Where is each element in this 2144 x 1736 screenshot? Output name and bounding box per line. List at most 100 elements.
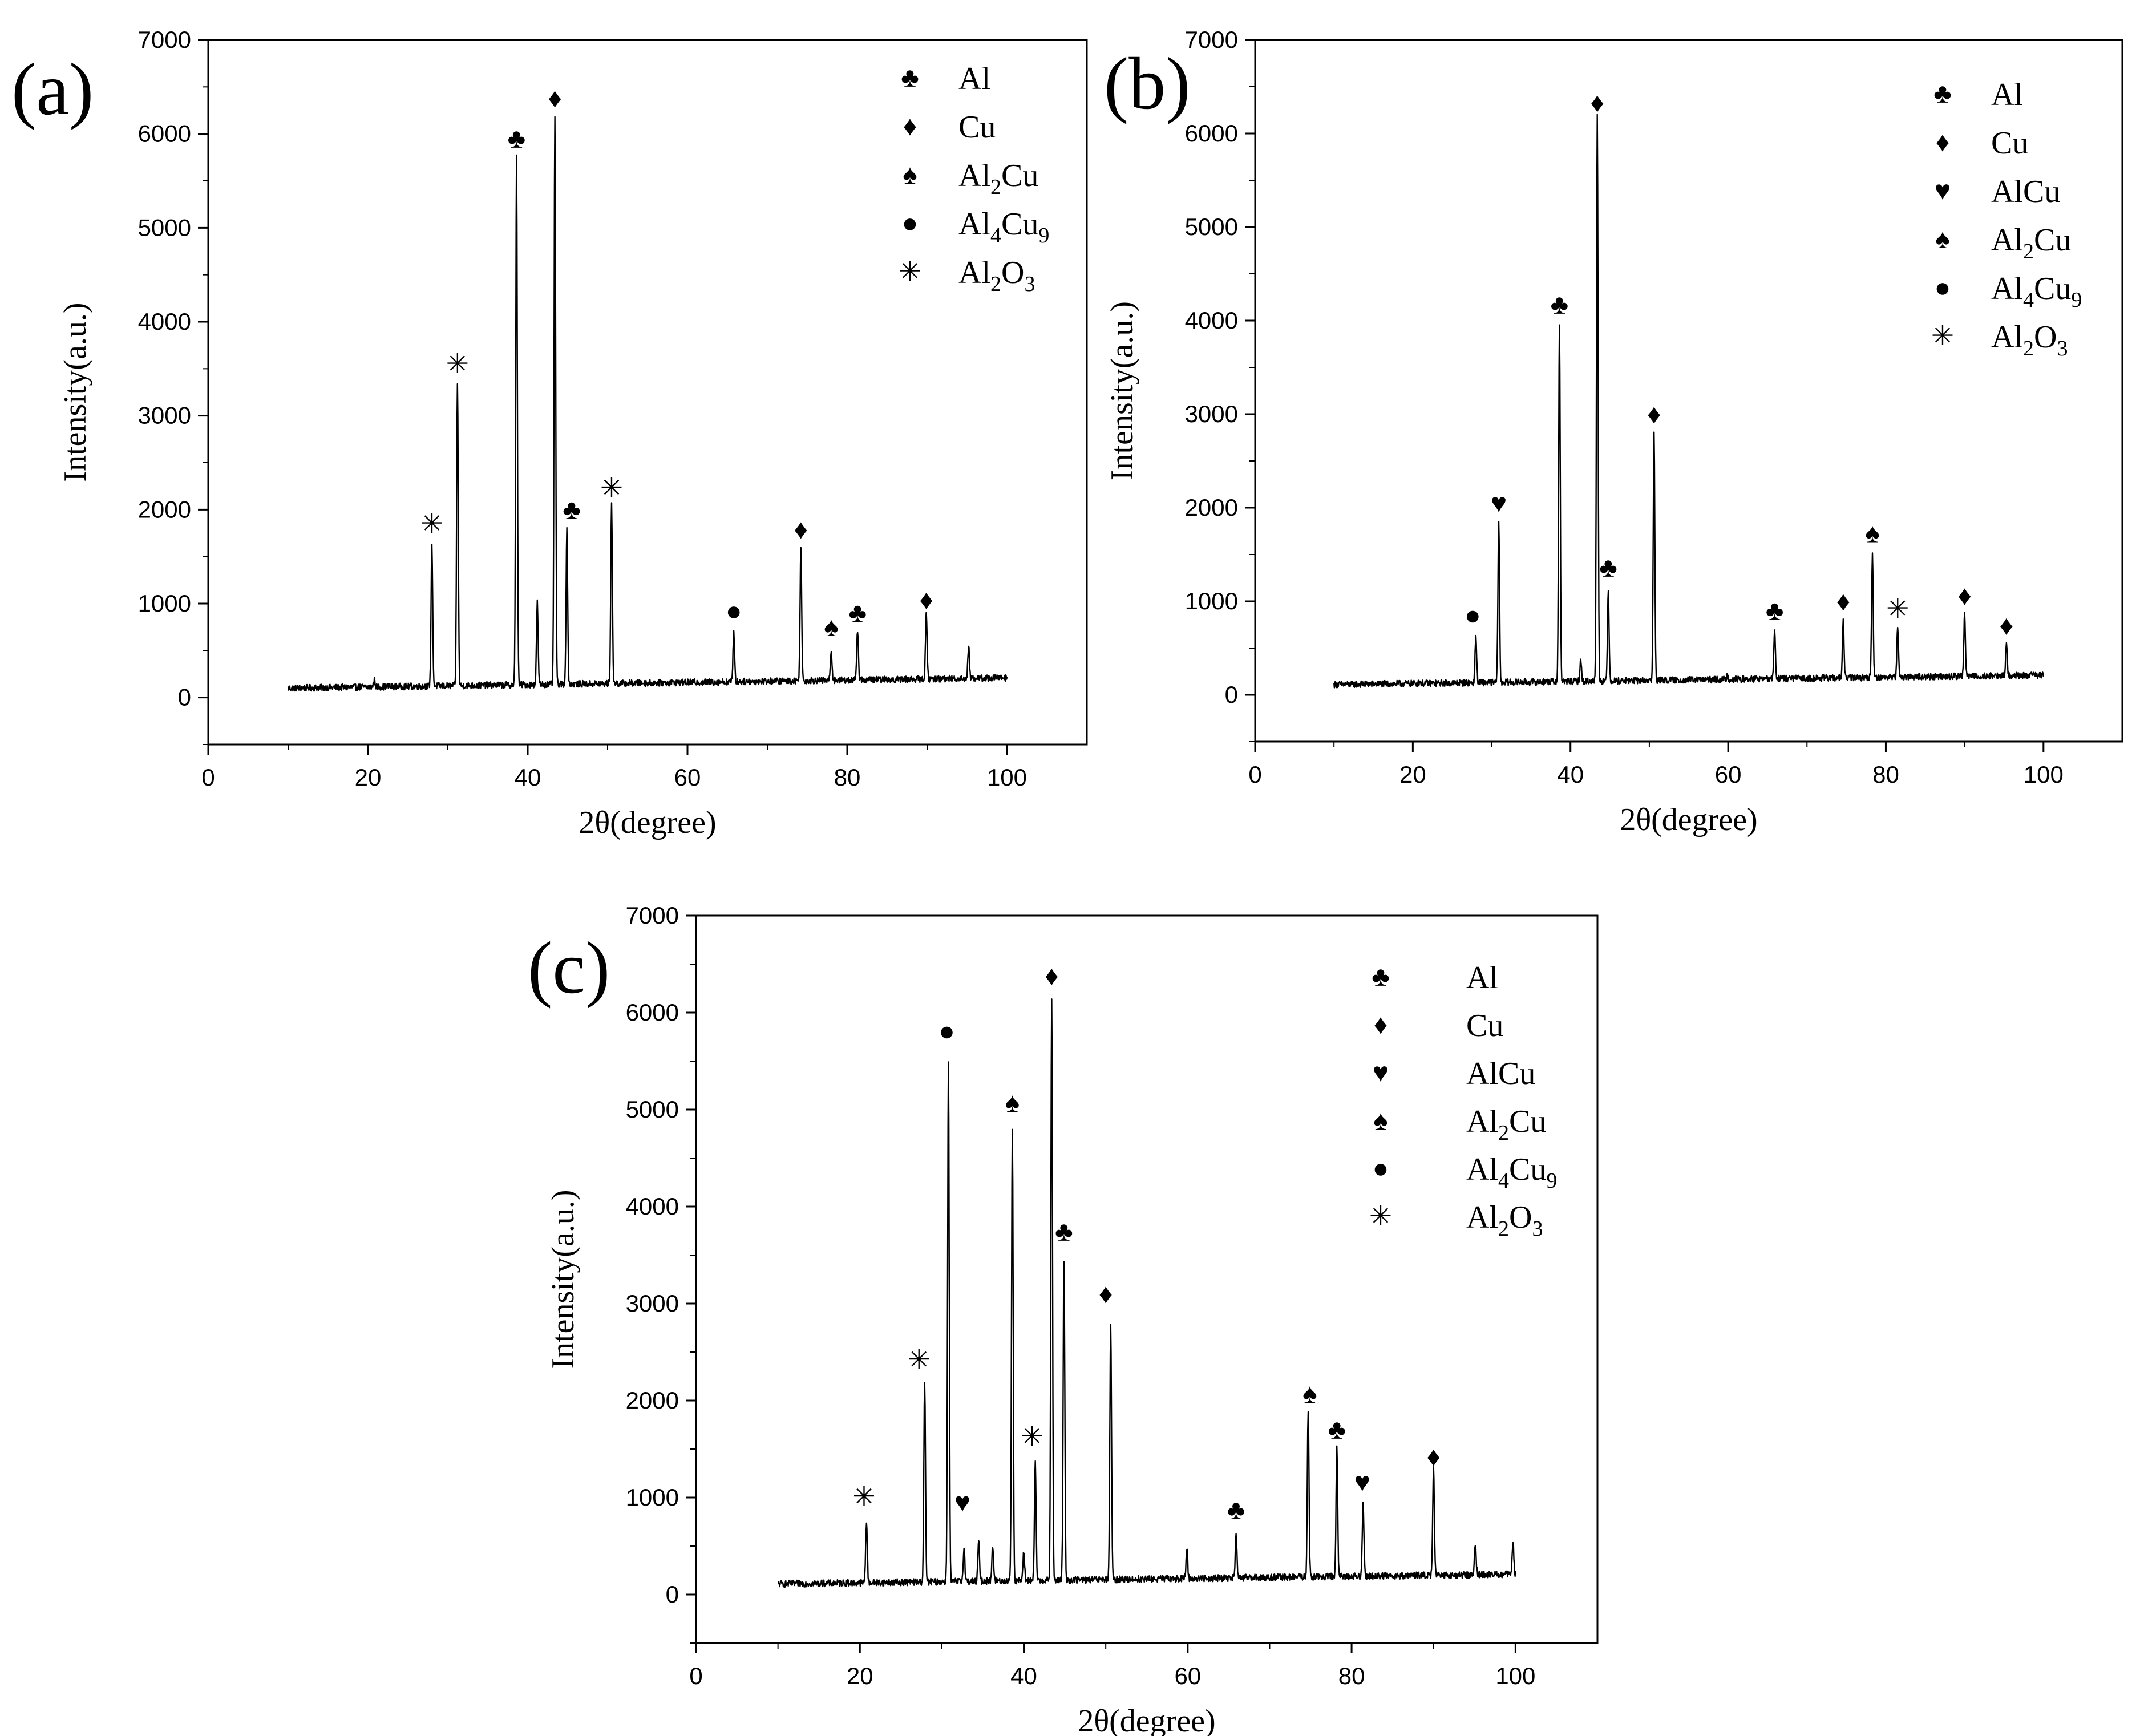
y-tick-label: 2000 (626, 1387, 679, 1414)
y-tick-label: 7000 (626, 902, 679, 929)
y-tick-label: 2000 (1185, 494, 1238, 521)
x-tick-label: 100 (1495, 1662, 1535, 1689)
peak-marker-al4cu9-icon: ● (938, 1016, 955, 1046)
y-tick-label: 4000 (138, 308, 191, 335)
y-tick-label: 1000 (626, 1484, 679, 1511)
y-tick-label: 0 (1225, 681, 1238, 708)
y-tick-label: 3000 (1185, 400, 1238, 427)
y-tick-label: 4000 (626, 1193, 679, 1220)
legend-label-cu: Cu (1991, 126, 2028, 161)
peak-marker-al2o3-icon: ✳ (420, 509, 443, 539)
legend-al-icon: ♣ (1372, 962, 1390, 992)
legend-label-al4cu9: Al4Cu9 (1991, 271, 2082, 312)
x-tick-label: 60 (1174, 1662, 1201, 1689)
peak-marker-al-icon: ♣ (1328, 1415, 1346, 1445)
peak-marker-al2o3-icon: ✳ (1886, 594, 1909, 624)
legend-al2cu-icon: ♠ (1373, 1106, 1388, 1136)
x-tick-label: 40 (1557, 761, 1584, 788)
peak-marker-al2o3-icon: ✳ (600, 473, 623, 503)
y-tick-label: 7000 (138, 26, 191, 53)
legend-al2o3-icon: ✳ (899, 257, 921, 287)
x-tick-label: 80 (834, 764, 861, 791)
legend-alcu-icon: ♥ (1935, 176, 1951, 206)
peak-marker-al-icon: ♣ (1766, 596, 1784, 626)
plot-frame (695, 914, 1599, 1644)
peak-marker-al2cu-icon: ♠ (1005, 1088, 1020, 1118)
x-tick-label: 60 (674, 764, 701, 791)
x-tick-label: 20 (1399, 761, 1426, 788)
peak-marker-cu-icon: ♦ (1836, 586, 1851, 617)
y-tick-label: 2000 (138, 496, 191, 523)
legend-label-al2cu: Al2Cu (1991, 222, 2071, 264)
legend-al-icon: ♣ (1933, 79, 1952, 109)
legend-label-al: Al (958, 61, 990, 96)
peak-marker-al-icon: ♣ (508, 124, 526, 154)
y-tick-label: 5000 (626, 1096, 679, 1123)
x-tick-label: 40 (1010, 1662, 1037, 1689)
y-tick-label: 3000 (626, 1290, 679, 1317)
y-tick-label: 7000 (1185, 26, 1238, 53)
x-tick-label: 20 (847, 1662, 873, 1689)
legend-al2cu-icon: ♠ (1935, 224, 1950, 254)
plot-frame (207, 39, 1088, 746)
y-tick-label: 0 (178, 684, 191, 711)
peak-marker-al-icon: ♣ (1227, 1495, 1245, 1525)
legend-al4cu9-icon: ● (1373, 1154, 1389, 1184)
panel-label-a: (a) (11, 48, 94, 131)
peak-marker-alcu-icon: ♥ (954, 1488, 971, 1518)
y-axis-title: Intensity(a.u.) (58, 302, 93, 481)
peak-marker-al-icon: ♣ (563, 495, 581, 525)
peak-marker-al2cu-icon: ♠ (1302, 1379, 1317, 1409)
peak-marker-cu-icon: ♦ (1426, 1442, 1441, 1472)
legend-al4cu9-icon: ● (902, 208, 919, 238)
y-tick-label: 6000 (138, 120, 191, 147)
legend-label-al2o3: Al2O3 (1991, 319, 2068, 361)
panel-a: (a)0 20 40 60 80 1000100020003000400050006000… (11, 26, 1088, 840)
legend-al2cu-icon: ♠ (903, 160, 917, 190)
peak-marker-al2o3-icon: ✳ (1021, 1422, 1043, 1452)
peak-marker-cu-icon: ♦ (1957, 581, 1972, 611)
xrd-pattern-line (778, 998, 1516, 1588)
peak-marker-al2cu-icon: ♠ (1865, 518, 1880, 548)
peak-marker-cu-icon: ♦ (2000, 611, 2014, 641)
legend-label-al2cu: Al2Cu (958, 158, 1038, 199)
peak-marker-al2cu-icon: ♠ (824, 612, 839, 642)
y-tick-label: 3000 (138, 402, 191, 429)
x-tick-label: 0 (689, 1662, 702, 1689)
x-tick-label: 40 (515, 764, 541, 791)
legend-label-al2o3: Al2O3 (958, 255, 1035, 296)
x-tick-label: 100 (2024, 761, 2064, 788)
peak-marker-cu-icon: ♦ (919, 585, 933, 615)
y-tick-label: 5000 (1185, 213, 1238, 240)
peak-marker-alcu-icon: ♥ (1354, 1467, 1371, 1498)
legend-al2o3-icon: ✳ (1369, 1201, 1392, 1232)
legend-label-al4cu9: Al4Cu9 (1466, 1152, 1557, 1193)
peak-marker-al2o3-icon: ✳ (908, 1345, 931, 1375)
peak-marker-alcu-icon: ♥ (1491, 488, 1507, 519)
y-tick-label: 0 (666, 1581, 679, 1608)
legend-label-al2o3: Al2O3 (1466, 1200, 1543, 1241)
y-tick-label: 5000 (138, 214, 191, 241)
y-tick-label: 4000 (1185, 307, 1238, 334)
x-tick-label: 20 (355, 764, 382, 791)
legend-label-al: Al (1991, 77, 2023, 112)
peak-marker-al2o3-icon: ✳ (446, 349, 469, 379)
legend: ♣ Al ♦ Cu ♥ AlCu ♠ Al2Cu ● Al4Cu9 ✳ Al2O3 (1369, 960, 1557, 1241)
x-axis-title: 2θ(degree) (1078, 1703, 1215, 1736)
xrd-pattern-line (287, 116, 1008, 692)
x-tick-label: 100 (987, 764, 1027, 791)
peak-marker-al-icon: ♣ (848, 598, 867, 628)
legend-label-al: Al (1466, 960, 1498, 996)
panel-label-b: (b) (1104, 43, 1191, 125)
legend-cu-icon: ♦ (903, 111, 917, 141)
peak-marker-al-icon: ♣ (1599, 553, 1617, 583)
peak-marker-cu-icon: ♦ (794, 515, 808, 545)
legend-cu-icon: ♦ (1936, 127, 1950, 157)
peak-marker-al4cu9-icon: ● (1465, 601, 1481, 631)
y-axis-title: Intensity(a.u.) (545, 1189, 581, 1369)
legend-al-icon: ♣ (901, 63, 919, 93)
legend-alcu-icon: ♥ (1373, 1058, 1389, 1088)
legend-label-alcu: AlCu (1991, 174, 2060, 209)
x-tick-label: 0 (1248, 761, 1261, 788)
